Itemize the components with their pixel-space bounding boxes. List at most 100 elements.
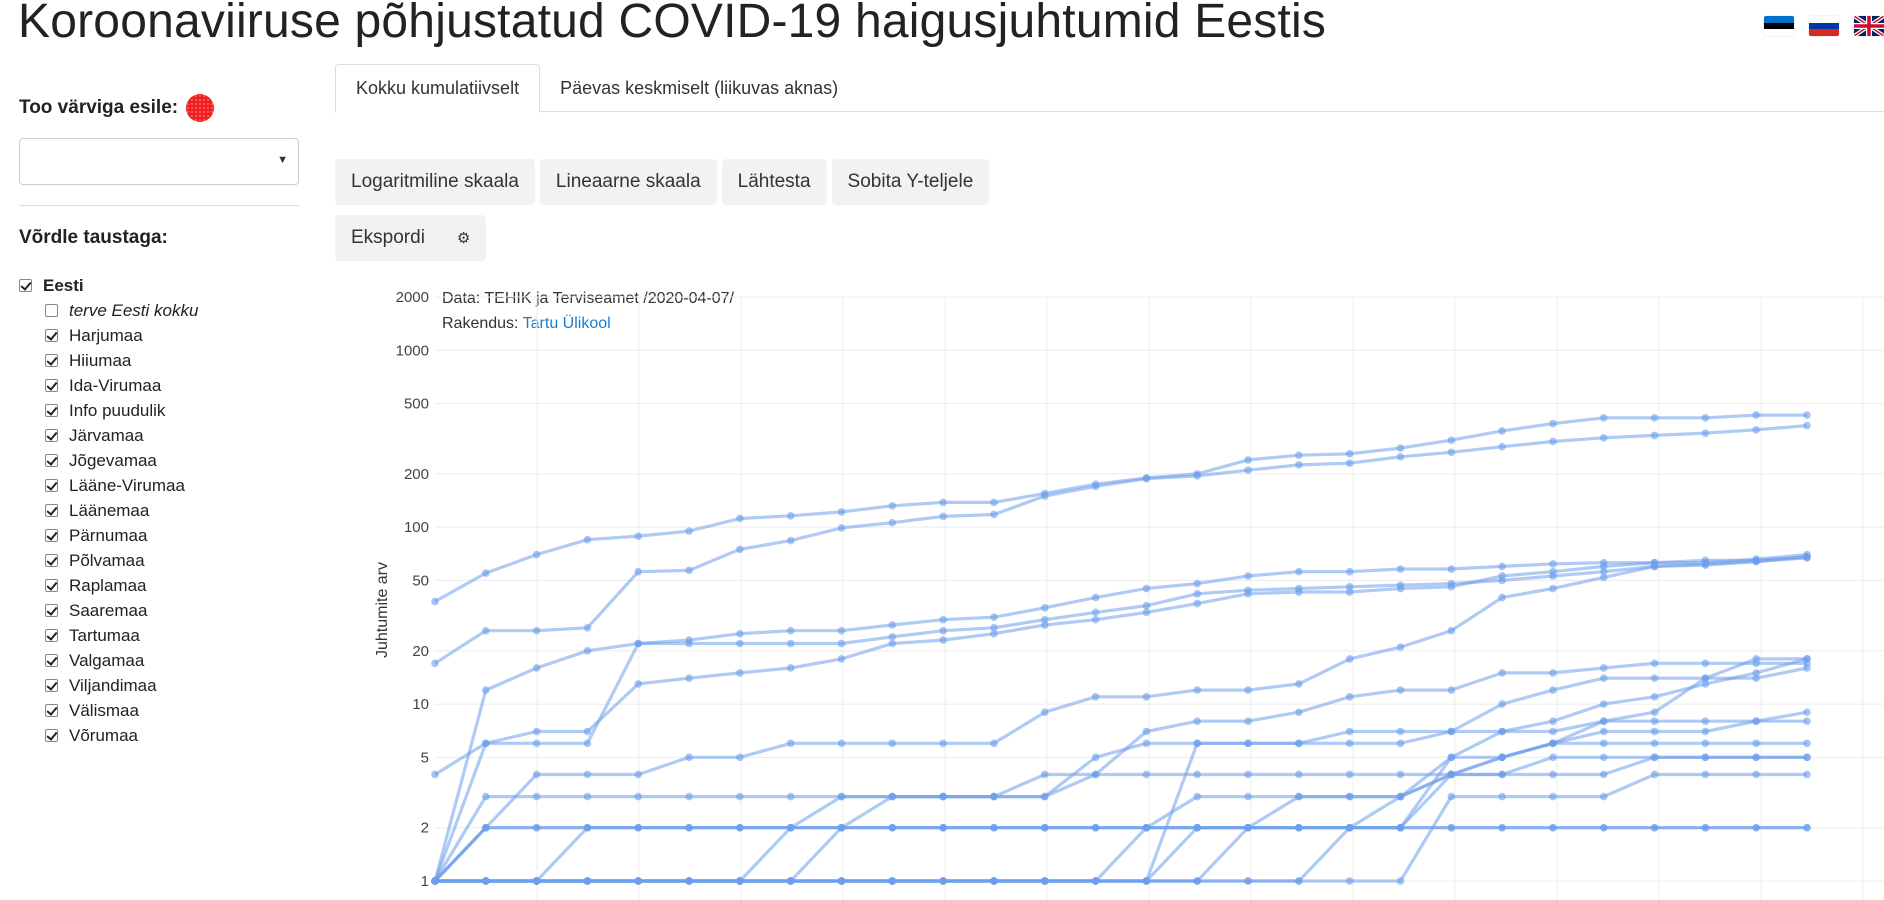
- data-point: [1142, 601, 1151, 610]
- data-point: [532, 770, 541, 779]
- series-line-group: [431, 553, 1811, 885]
- checkbox[interactable]: [45, 654, 58, 667]
- region-checkbox-row[interactable]: Hiiumaa: [19, 348, 299, 373]
- checkbox[interactable]: [45, 454, 58, 467]
- data-point: [1549, 739, 1557, 748]
- tartu-link[interactable]: Tartu Ülikool: [522, 315, 611, 332]
- checkbox[interactable]: [45, 679, 58, 692]
- region-checkbox-row[interactable]: Tartumaa: [19, 623, 299, 648]
- data-point: [1599, 823, 1608, 832]
- chart-source-note: Data: TEHIK ja Terviseamet /2020-04-07/: [442, 290, 734, 307]
- region-checkbox-row[interactable]: Läänemaa: [19, 498, 299, 523]
- tab-daily-average[interactable]: Päevas keskmiselt (liikuvas aknas): [560, 77, 839, 98]
- region-checkbox-row[interactable]: Järvamaa: [19, 423, 299, 448]
- data-point: [1091, 482, 1100, 491]
- data-point: [1193, 739, 1202, 748]
- checkbox[interactable]: [45, 704, 58, 717]
- data-point: [1752, 717, 1760, 726]
- checkbox[interactable]: [45, 354, 58, 367]
- data-point: [736, 753, 744, 762]
- data-point: [482, 823, 490, 832]
- region-checkbox-row[interactable]: Harjumaa: [19, 323, 299, 348]
- region-checkbox-row[interactable]: Raplamaa: [19, 573, 299, 598]
- region-checkbox-row[interactable]: Valgamaa: [19, 648, 299, 673]
- data-point: [1549, 823, 1557, 832]
- data-point: [685, 823, 693, 832]
- region-checkbox-row[interactable]: Jõgevamaa: [19, 448, 299, 473]
- flag-russia-icon[interactable]: [1809, 16, 1839, 36]
- gear-icon[interactable]: ⚙: [456, 230, 471, 247]
- checkbox[interactable]: [45, 554, 58, 567]
- data-point: [1701, 659, 1710, 668]
- data-point: [786, 639, 795, 648]
- region-checkbox-row[interactable]: Eesti: [19, 273, 299, 298]
- data-point: [1396, 584, 1405, 593]
- data-point: [634, 823, 643, 832]
- series-line: [435, 657, 1807, 883]
- data-point: [1142, 727, 1151, 736]
- checkbox[interactable]: [45, 604, 58, 617]
- region-checkbox-row[interactable]: Pärnumaa: [19, 523, 299, 548]
- checkbox[interactable]: [45, 429, 58, 442]
- checkbox[interactable]: [45, 479, 58, 492]
- data-point: [1396, 727, 1405, 736]
- data-point: [482, 626, 490, 635]
- data-point: [1803, 823, 1811, 832]
- tab-cumulative[interactable]: Kokku kumulatiivselt: [335, 64, 541, 113]
- data-point: [1447, 792, 1456, 801]
- data-point: [1498, 700, 1506, 708]
- checkbox[interactable]: [45, 404, 58, 417]
- region-checkbox-row[interactable]: Lääne-Virumaa: [19, 473, 299, 498]
- checkbox-label: Lääne-Virumaa: [69, 475, 185, 495]
- checkbox[interactable]: [45, 379, 58, 392]
- data-point: [1345, 739, 1354, 748]
- checkbox-label: Võrumaa: [69, 725, 138, 745]
- checkbox[interactable]: [45, 729, 58, 742]
- data-point: [1295, 877, 1303, 885]
- region-checkbox-row[interactable]: Saaremaa: [19, 598, 299, 623]
- checkbox-label: Läänemaa: [69, 500, 150, 520]
- flag-uk-icon[interactable]: [1854, 16, 1884, 36]
- data-point: [1498, 669, 1506, 677]
- checkbox[interactable]: [45, 579, 58, 592]
- checkbox[interactable]: [45, 304, 58, 317]
- log-scale-button[interactable]: Logaritmiline skaala: [335, 159, 535, 205]
- data-point: [1549, 727, 1557, 736]
- region-checkbox-row[interactable]: Ida-Virumaa: [19, 373, 299, 398]
- data-point: [1091, 753, 1100, 762]
- data-point: [1549, 560, 1557, 568]
- checkbox[interactable]: [45, 329, 58, 342]
- data-point: [1599, 573, 1608, 582]
- checkbox[interactable]: [45, 504, 58, 517]
- region-checkbox-row[interactable]: Põlvamaa: [19, 548, 299, 573]
- checkbox[interactable]: [19, 279, 32, 292]
- linear-scale-button[interactable]: Lineaarne skaala: [539, 159, 717, 205]
- data-point: [1396, 452, 1405, 461]
- region-checkbox-row[interactable]: Viljandimaa: [19, 673, 299, 698]
- data-point: [634, 877, 643, 885]
- highlight-select[interactable]: ▼: [19, 138, 299, 185]
- region-checkbox-row[interactable]: terve Eesti kokku: [19, 298, 299, 323]
- export-button[interactable]: Ekspordi ⚙: [335, 215, 487, 261]
- checkbox-label: Info puudulik: [69, 400, 166, 420]
- data-point: [1040, 615, 1049, 624]
- data-point: [1244, 717, 1252, 726]
- data-point: [1193, 792, 1202, 801]
- data-point: [482, 739, 490, 748]
- data-point: [1396, 739, 1405, 748]
- data-point: [634, 770, 643, 779]
- reset-button[interactable]: Lähtesta: [721, 159, 827, 205]
- region-checkbox-row[interactable]: Võrumaa: [19, 723, 299, 748]
- checkbox[interactable]: [45, 629, 58, 642]
- series-line: [433, 553, 1808, 882]
- data-point: [786, 626, 795, 635]
- region-checkbox-row[interactable]: Välismaa: [19, 698, 299, 723]
- highlight-color-swatch[interactable]: [186, 94, 215, 122]
- fit-y-button[interactable]: Sobita Y-teljele: [831, 159, 990, 205]
- data-point: [939, 512, 947, 521]
- data-point: [1549, 419, 1557, 428]
- region-checkbox-row[interactable]: Info puudulik: [19, 398, 299, 423]
- flag-estonia-icon[interactable]: [1764, 16, 1794, 36]
- data-point: [1396, 877, 1405, 885]
- checkbox[interactable]: [45, 529, 58, 542]
